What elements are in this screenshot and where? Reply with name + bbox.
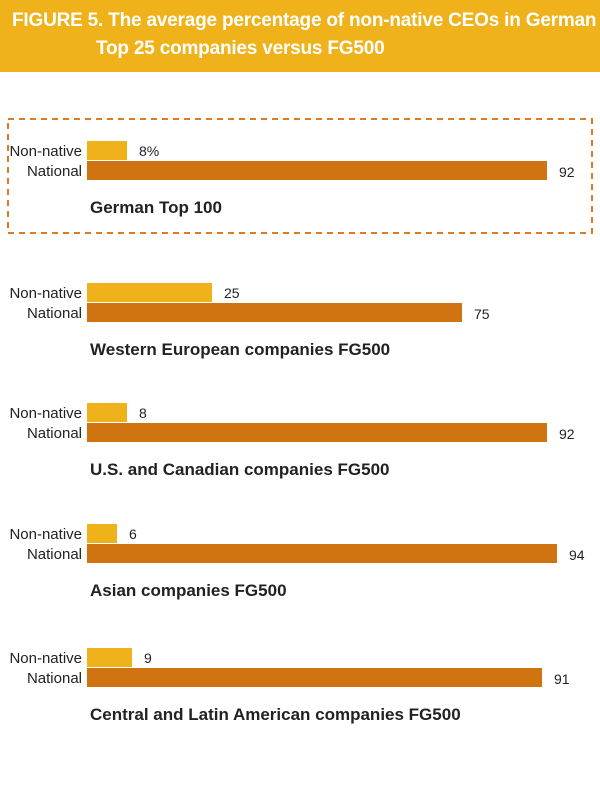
bar-national bbox=[87, 161, 547, 180]
series-label-national: National bbox=[27, 425, 82, 442]
bar-national bbox=[87, 668, 542, 687]
value-label-national: 94 bbox=[569, 547, 585, 563]
value-label-non-native: 25 bbox=[224, 285, 240, 301]
bar-non-native bbox=[87, 403, 127, 422]
category-label: U.S. and Canadian companies FG500 bbox=[90, 460, 389, 479]
bar-national bbox=[87, 544, 557, 563]
figure-header: FIGURE 5. The average percentage of non-… bbox=[0, 0, 600, 72]
bar-non-native bbox=[87, 141, 127, 160]
figure-title-line-1: FIGURE 5. The average percentage of non-… bbox=[12, 10, 597, 31]
figure-title-line-2: Top 25 companies versus FG500 bbox=[96, 38, 385, 59]
bar-non-native bbox=[87, 283, 212, 302]
series-label-non-native: Non-native bbox=[9, 526, 82, 543]
series-label-non-native: Non-native bbox=[9, 650, 82, 667]
series-label-non-native: Non-native bbox=[9, 285, 82, 302]
series-label-non-native: Non-native bbox=[9, 143, 82, 160]
bar-non-native bbox=[87, 524, 117, 543]
value-label-non-native: 8 bbox=[139, 405, 147, 421]
category-label: Asian companies FG500 bbox=[90, 581, 287, 600]
series-label-national: National bbox=[27, 546, 82, 563]
series-label-national: National bbox=[27, 670, 82, 687]
series-label-national: National bbox=[27, 305, 82, 322]
value-label-national: 92 bbox=[559, 164, 575, 180]
value-label-non-native: 9 bbox=[144, 650, 152, 666]
value-label-national: 91 bbox=[554, 671, 570, 687]
highlight-box bbox=[7, 118, 593, 234]
category-label: German Top 100 bbox=[90, 198, 222, 217]
value-label-national: 75 bbox=[474, 306, 490, 322]
series-label-national: National bbox=[27, 163, 82, 180]
bar-non-native bbox=[87, 648, 132, 667]
value-label-national: 92 bbox=[559, 426, 575, 442]
series-label-non-native: Non-native bbox=[9, 405, 82, 422]
bar-national bbox=[87, 423, 547, 442]
category-label: Central and Latin American companies FG5… bbox=[90, 705, 461, 724]
category-label: Western European companies FG500 bbox=[90, 340, 390, 359]
bar-national bbox=[87, 303, 462, 322]
value-label-non-native: 6 bbox=[129, 526, 137, 542]
value-label-non-native: 8% bbox=[139, 143, 159, 159]
